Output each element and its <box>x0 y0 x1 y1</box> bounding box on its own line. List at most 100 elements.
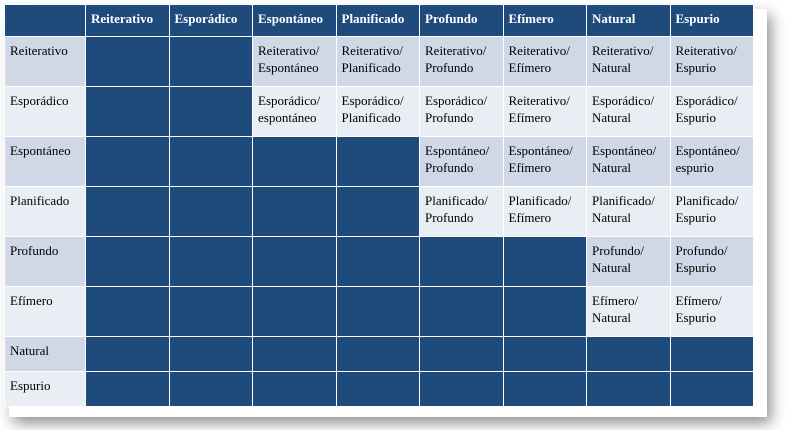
column-header: Natural <box>586 4 671 37</box>
empty-cell <box>252 236 337 287</box>
empty-cell <box>586 336 671 372</box>
combination-cell-text: Efímero/ <box>592 293 639 308</box>
combination-cell-text: Espontáneo/ <box>425 143 490 158</box>
combination-cell-text: Efímero <box>508 60 552 75</box>
combination-cell-text: espurio <box>675 160 714 175</box>
empty-cell <box>252 336 337 372</box>
combination-cell-text: Profundo/ <box>675 243 728 258</box>
empty-cell <box>85 186 170 237</box>
combination-cell: Profundo/Natural <box>586 236 671 287</box>
column-header: Espontáneo <box>252 4 337 37</box>
row-header: Espurio <box>4 371 86 407</box>
combination-cell-text: Planificado/ <box>675 193 739 208</box>
empty-cell <box>252 136 337 187</box>
combination-cell-text: Reiterativo/ <box>675 43 737 58</box>
combination-cell: Planificado/Profundo <box>419 186 504 237</box>
combination-cell-text: Planificado/ <box>425 193 488 208</box>
combination-cell: Esporádico/Natural <box>586 86 671 137</box>
row-header: Espontáneo <box>4 136 86 187</box>
column-header: Esporádico <box>168 4 253 37</box>
table-body: Reiterativo Reiterativo/Espontáneo Reitera… <box>4 36 754 407</box>
table-row: Planificado Planificado/Profundo Planifica… <box>4 186 754 237</box>
combination-cell-text: Natural <box>592 160 631 175</box>
combination-cell: Reiterativo/Espurio <box>669 36 754 87</box>
combination-cell-text: Planificado/ <box>508 193 572 208</box>
combination-cell-text: Espontáneo/ <box>508 143 573 158</box>
empty-cell <box>502 371 587 407</box>
combination-cell-text: Profundo/ <box>592 243 644 258</box>
row-header: Reiterativo <box>4 36 86 87</box>
empty-cell <box>502 336 587 372</box>
row-header: Natural <box>4 336 86 372</box>
combination-cell: Profundo/Espurio <box>669 236 754 287</box>
combination-cell-text: Reiterativo/ <box>341 43 403 58</box>
combination-cell-text: Espontáneo/ <box>592 143 657 158</box>
combination-cell-text: Espurio <box>675 210 716 225</box>
combination-cell-text: Esporádico/ <box>425 93 488 108</box>
combination-cell-text: Esporádico/ <box>341 93 404 108</box>
column-header: Espurio <box>669 4 754 37</box>
empty-cell <box>335 371 420 407</box>
empty-cell <box>85 286 170 337</box>
combination-cell: Espontáneo/Natural <box>586 136 671 187</box>
row-header: Efímero <box>4 286 86 337</box>
empty-cell <box>168 286 253 337</box>
combination-cell-text: Efímero <box>508 210 552 225</box>
empty-cell <box>168 186 253 237</box>
empty-cell <box>85 236 170 287</box>
combination-cell-text: Espontáneo <box>258 60 319 75</box>
combination-matrix-table: Reiterativo Esporádico Espontáneo Planif… <box>4 4 754 407</box>
combination-cell-text: Efímero/ <box>675 293 722 308</box>
row-header: Profundo <box>4 236 86 287</box>
empty-cell <box>502 286 587 337</box>
empty-cell <box>669 371 754 407</box>
empty-cell <box>168 36 253 87</box>
table-row: Esporádico Esporádico/espontáneo Esporádic… <box>4 86 754 137</box>
header-row: Reiterativo Esporádico Espontáneo Planif… <box>4 4 754 37</box>
combination-cell: Esporádico/Profundo <box>419 86 504 137</box>
combination-cell-text: Profundo <box>425 60 474 75</box>
empty-cell <box>335 286 420 337</box>
row-header: Esporádico <box>4 86 86 137</box>
combination-cell-text: Reiterativo/ <box>425 43 487 58</box>
combination-cell-text: Espurio <box>675 110 716 125</box>
combination-cell-text: Planificado/ <box>592 193 655 208</box>
table-row: Profundo Profundo/Natural Profundo/Espurio <box>4 236 754 287</box>
empty-cell <box>168 236 253 287</box>
row-header: Planificado <box>4 186 86 237</box>
corner-cell <box>4 4 86 37</box>
combination-cell-text: Natural <box>592 260 631 275</box>
column-header: Planificado <box>335 4 420 37</box>
combination-cell: Reiterativo/Profundo <box>419 36 504 87</box>
combination-cell-text: Esporádico/ <box>675 93 738 108</box>
combination-cell: Espontáneo/Profundo <box>419 136 504 187</box>
empty-cell <box>85 371 170 407</box>
empty-cell <box>419 336 504 372</box>
combination-cell: Espontáneo/espurio <box>669 136 754 187</box>
table-row: Espurio <box>4 371 754 407</box>
empty-cell <box>335 336 420 372</box>
combination-cell: Esporádico/Espurio <box>669 86 754 137</box>
combination-cell: Planificado/Efímero <box>502 186 587 237</box>
combination-cell-text: Reiterativo/ <box>508 93 570 108</box>
combination-cell: Reiterativo/Natural <box>586 36 671 87</box>
empty-cell <box>252 186 337 237</box>
combination-cell: Reiterativo/Planificado <box>335 36 420 87</box>
combination-cell-text: Esporádico/ <box>592 93 655 108</box>
combination-cell-text: Profundo <box>425 210 474 225</box>
combination-cell-text: Espontáneo/ <box>675 143 740 158</box>
combination-cell: Reiterativo/Efímero <box>502 86 587 137</box>
combination-cell-text: Reiterativo/ <box>508 43 570 58</box>
empty-cell <box>586 371 671 407</box>
column-header: Profundo <box>419 4 504 37</box>
empty-cell <box>85 136 170 187</box>
empty-cell <box>669 336 754 372</box>
column-header: Efímero <box>502 4 587 37</box>
combination-cell: Reiterativo/Efímero <box>502 36 587 87</box>
empty-cell <box>502 236 587 287</box>
combination-cell-text: Natural <box>592 110 631 125</box>
combination-cell-text: Natural <box>592 60 631 75</box>
empty-cell <box>168 371 253 407</box>
empty-cell <box>252 286 337 337</box>
